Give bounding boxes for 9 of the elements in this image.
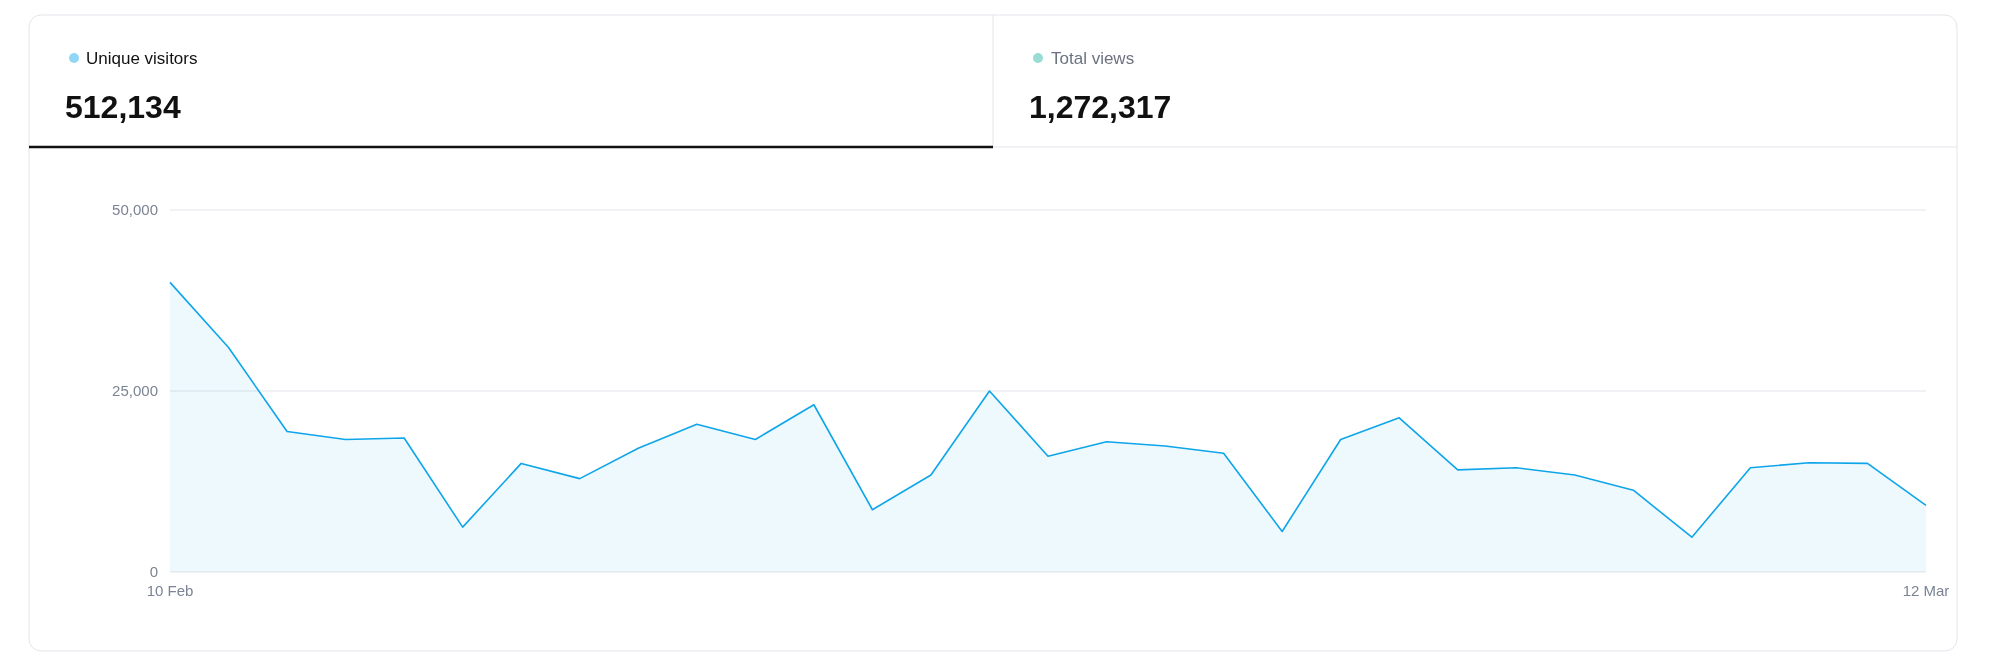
y-tick-label: 0: [149, 563, 158, 580]
y-tick-label: 25,000: [112, 382, 158, 399]
text: Total views: [1051, 49, 1135, 68]
legend-label: Unique visitors: [86, 49, 198, 68]
y-tick-label: 50,000: [112, 201, 158, 218]
text: 512,134: [65, 89, 181, 125]
x-tick-label: 12 Mar: [1902, 582, 1950, 599]
x-tick-label: 10 Feb: [146, 582, 194, 599]
text: 1,272,317: [1029, 89, 1172, 125]
